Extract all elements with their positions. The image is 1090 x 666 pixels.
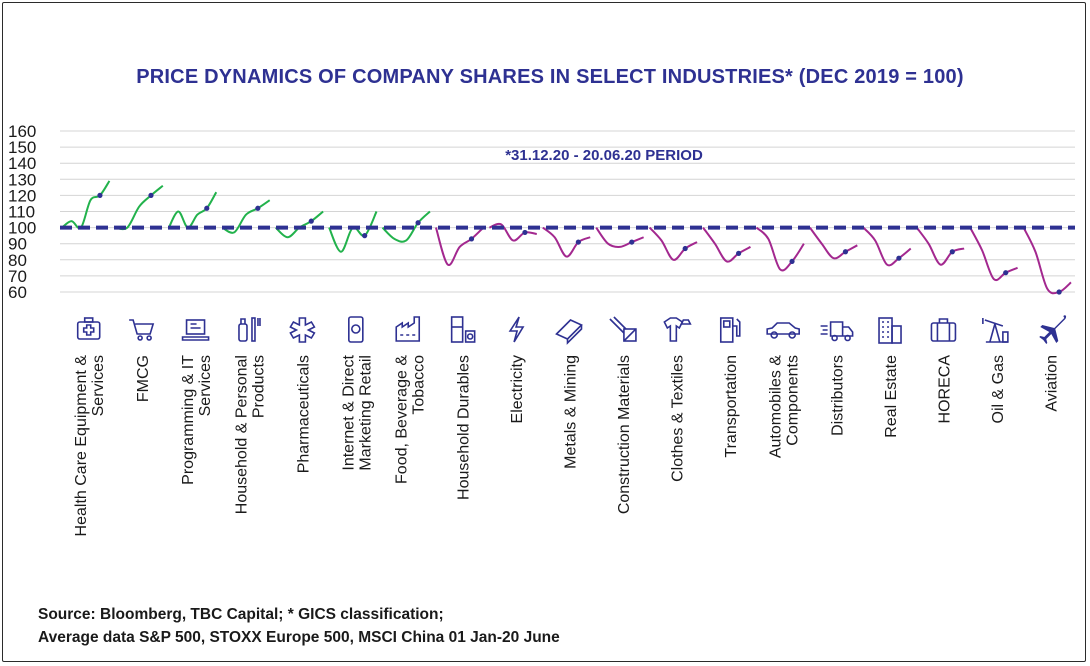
category-label: Transportation — [723, 355, 740, 458]
category-label: Electricity — [509, 355, 526, 423]
series-line — [488, 222, 537, 242]
suitcase-icon — [930, 318, 957, 342]
smartphone-cart-icon — [348, 316, 364, 343]
series-marker — [468, 236, 475, 242]
series-marker — [1003, 270, 1009, 276]
source-line-1: Source: Bloomberg, TBC Capital; * GICS c… — [38, 606, 444, 623]
category-label: Internet & DirectMarketing Retail — [340, 354, 374, 470]
series-line — [381, 210, 431, 243]
series-line — [595, 227, 645, 248]
series-line — [755, 226, 805, 272]
fuel-pump-icon — [719, 317, 741, 343]
series-line — [434, 226, 485, 266]
category-labels: Health Care Equipment &Services FMCG Progr… — [73, 354, 1060, 536]
y-tick-label: 60 — [8, 283, 27, 302]
series-markers — [97, 192, 1062, 295]
steel-beam-icon — [555, 319, 583, 345]
y-tick-label: 110 — [8, 203, 35, 222]
category-label: Health Care Equipment &Services — [73, 355, 107, 537]
airplane-icon — [1039, 315, 1067, 344]
series-line — [221, 199, 271, 234]
series-lines — [61, 180, 1072, 295]
category-label: HORECA — [936, 355, 953, 424]
category-label: Oil & Gas — [990, 355, 1007, 423]
series-marker — [789, 258, 795, 265]
clothing-icon — [663, 317, 692, 342]
appliances-icon — [450, 316, 476, 343]
series-line — [61, 180, 111, 230]
toiletries-icon — [238, 317, 261, 342]
category-label: Automobiles &Components — [768, 355, 802, 458]
series-marker — [308, 218, 314, 224]
source-note: Source: Bloomberg, TBC Capital; * GICS c… — [38, 603, 560, 649]
category-label: Real Estate — [883, 355, 900, 438]
y-tick-label: 90 — [8, 235, 27, 254]
series-line — [915, 227, 965, 266]
series-marker — [204, 205, 210, 211]
category-label: Construction Materials — [616, 355, 633, 514]
series-marker — [522, 229, 528, 236]
construction-tools-icon — [609, 316, 637, 342]
series-marker — [736, 250, 742, 256]
series-line — [274, 210, 324, 239]
y-tick-label: 130 — [8, 170, 36, 189]
building-icon — [878, 317, 902, 344]
series-line — [115, 184, 164, 231]
source-line-2: Average data S&P 500, STOXX Europe 500, … — [38, 629, 560, 646]
medical-kit-icon — [76, 317, 101, 340]
period-annotation: *31.12.20 - 20.06.20 PERIOD — [505, 147, 703, 164]
category-label: Food, Beverage &Tobacco — [394, 355, 428, 484]
y-tick-label: 100 — [8, 219, 36, 238]
series-line — [542, 226, 591, 258]
chart-title: PRICE DYNAMICS OF COMPANY SHARES IN SELE… — [136, 66, 964, 88]
category-label: Metals & Mining — [563, 355, 580, 469]
laptop-icon — [181, 319, 210, 341]
y-tick-label: 80 — [8, 251, 27, 270]
series-marker — [255, 205, 261, 211]
series-line — [328, 211, 378, 253]
category-label: Pharmaceuticals — [295, 355, 312, 473]
category-label: FMCG — [135, 355, 152, 402]
shopping-cart-icon — [129, 319, 155, 341]
series-marker — [896, 255, 902, 261]
oil-pump-icon — [982, 318, 1009, 343]
y-tick-label: 150 — [8, 138, 36, 157]
lightning-icon — [508, 316, 525, 343]
y-tick-label: 120 — [8, 186, 36, 205]
series-line — [1022, 227, 1072, 295]
series-line — [969, 227, 1018, 281]
series-marker — [629, 239, 635, 245]
series-line — [167, 191, 218, 229]
series-line — [702, 227, 751, 263]
series-line — [862, 226, 912, 267]
category-label: Clothes & Textiles — [669, 355, 686, 482]
industry-icons — [76, 315, 1067, 345]
series-marker — [362, 233, 368, 239]
category-label: Household Durables — [456, 355, 473, 500]
series-marker — [1056, 289, 1062, 295]
category-label: Programming & ITServices — [180, 355, 214, 485]
car-icon — [766, 322, 800, 339]
delivery-truck-icon — [820, 321, 854, 342]
category-label: Aviation — [1043, 355, 1060, 412]
series-line — [648, 226, 698, 261]
series-marker — [148, 192, 154, 198]
series-line — [809, 227, 858, 260]
series-marker — [97, 192, 103, 198]
factory-icon — [395, 316, 421, 342]
category-label: Distributors — [830, 355, 847, 436]
series-marker — [949, 249, 955, 255]
y-tick-label: 140 — [8, 154, 36, 173]
y-tick-label: 70 — [8, 267, 27, 286]
caduceus-icon — [289, 317, 316, 343]
series-marker — [415, 220, 421, 226]
category-label: Household & PersonalProducts — [233, 355, 267, 514]
y-tick-label: 160 — [8, 122, 36, 141]
series-marker — [682, 245, 688, 252]
series-marker — [575, 239, 581, 245]
series-marker — [842, 249, 849, 255]
